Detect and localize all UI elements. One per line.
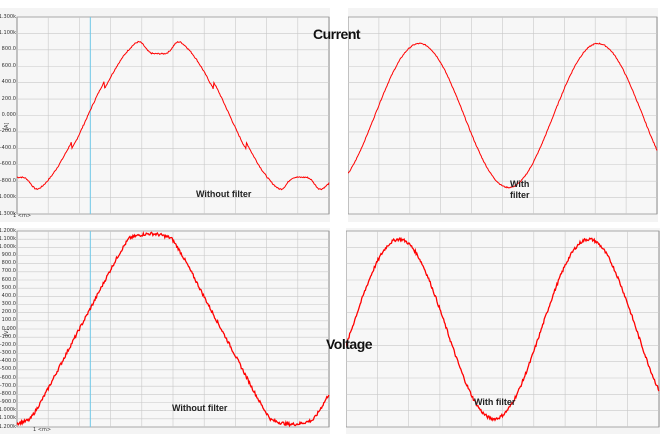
y-tick-label: -600.0 (0, 374, 16, 381)
without-filter-label-bottom: Without filter (172, 403, 228, 413)
y-tick-label: 800.0 (1, 46, 16, 53)
y-tick-label: -1.100k (0, 415, 16, 422)
current-with-filter-svg (348, 16, 658, 215)
with-filter-label-top-line1: With (510, 179, 530, 189)
y-tick-label: 1.200k (0, 228, 16, 234)
cursor-label: 1 <m> (33, 427, 52, 433)
y-tick-label: -500.0 (0, 366, 16, 373)
y-tick-label: 100.0 (1, 317, 16, 324)
y-axis-ticks: 1.200k 1.100k 1.000k 900.0 800.0 700.0 600.0 50… (0, 228, 16, 434)
y-tick-label: -900.0 (0, 399, 16, 405)
y-tick-label: 500.0 (1, 284, 16, 291)
y-tick-label: 400.0 (1, 292, 16, 299)
voltage-heading: Voltage (326, 336, 373, 352)
y-tick-label: 0.000 (1, 325, 16, 332)
y-tick-label: -600.0 (0, 161, 16, 168)
y-tick-label: 600.0 (1, 62, 16, 69)
series-line (346, 236, 660, 422)
series-line (348, 42, 658, 189)
y-tick-label: 200.0 (1, 309, 16, 316)
current-heading: Current (313, 26, 361, 42)
voltage-without-filter-svg (16, 230, 330, 428)
with-filter-label-top-line2: filter (510, 190, 530, 200)
current-without-filter-plot: 1.300k 1.100k 800.0 600.0 400.0 200.0 0.000 -20… (0, 8, 330, 222)
y-tick-label: -200.0 (0, 341, 16, 348)
with-filter-label-bottom: With filter (474, 397, 516, 407)
y-tick-label: -300.0 (0, 350, 16, 356)
y-tick-label: 1.000k (0, 243, 16, 250)
y-tick-label: 1.100k (0, 29, 16, 36)
series-line (16, 230, 330, 428)
series-line (16, 40, 330, 191)
y-tick-label: -800.0 (0, 177, 16, 184)
voltage-with-filter-svg (346, 230, 660, 428)
y-tick-label: -200.0 (0, 128, 16, 135)
y-tick-label: -400.0 (0, 144, 16, 151)
y-tick-label: 0.000 (1, 112, 16, 118)
current-with-filter-plot (348, 8, 658, 222)
y-tick-label: -700.0 (0, 382, 16, 389)
y-tick-label: -1.200k (0, 423, 16, 430)
y-tick-label: -1.000k (0, 194, 16, 201)
y-tick-label: -400.0 (0, 358, 16, 365)
y-tick-label: 200.0 (1, 95, 16, 102)
y-axis-ticks: 1.300k 1.100k 800.0 600.0 400.0 200.0 0.000 -20… (0, 8, 16, 222)
y-tick-label: 1.300k (0, 13, 16, 20)
y-tick-label: 900.0 (1, 252, 16, 258)
current-without-filter-svg (16, 16, 330, 215)
y-tick-label: -1.000k (0, 407, 16, 414)
y-tick-label: -800.0 (0, 390, 16, 397)
y-tick-label: -100.0 (0, 333, 16, 340)
y-tick-label: 600.0 (1, 276, 16, 283)
voltage-without-filter-plot: 1.200k 1.100k 1.000k 900.0 800.0 700.0 600.0 50… (0, 228, 330, 434)
without-filter-label-top: Without filter (196, 189, 252, 199)
y-tick-label: 300.0 (1, 301, 16, 307)
y-tick-label: 800.0 (1, 260, 16, 267)
y-tick-label: 700.0 (1, 268, 16, 275)
y-tick-label: 400.0 (1, 79, 16, 86)
y-tick-label: -1.300k (0, 210, 16, 217)
y-tick-label: 1.100k (0, 235, 16, 242)
cursor-label: 1 <m> (13, 213, 32, 219)
voltage-with-filter-plot (346, 228, 660, 434)
